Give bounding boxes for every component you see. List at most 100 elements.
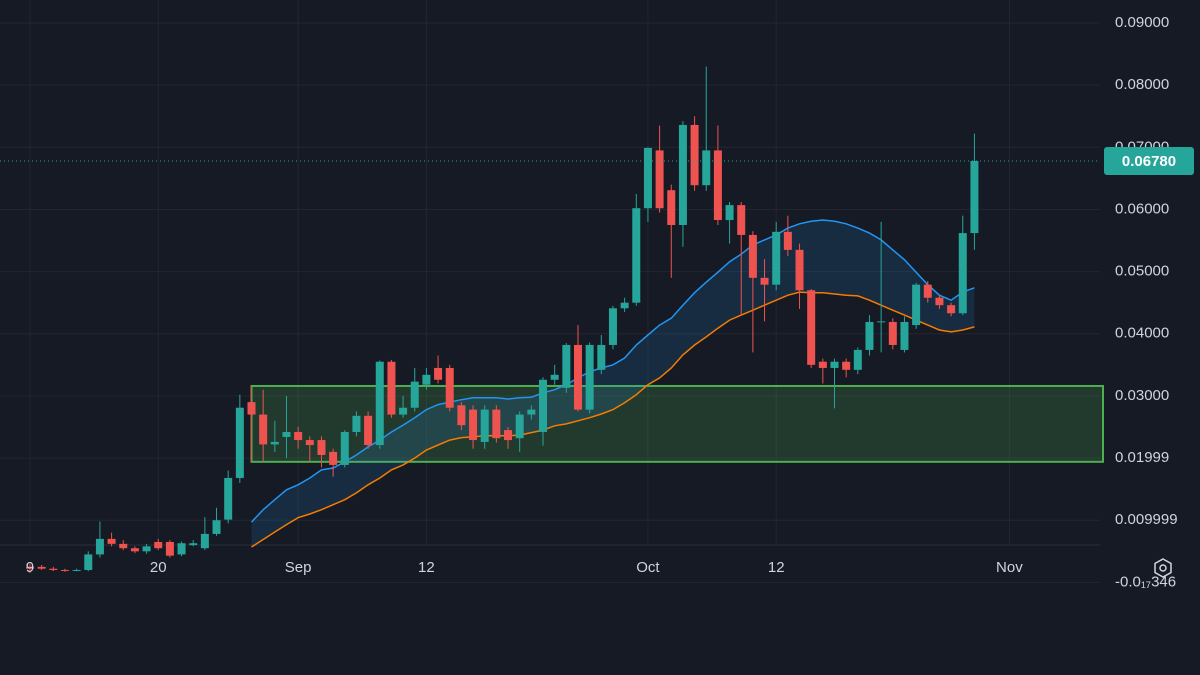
candle-body xyxy=(259,414,268,445)
candle-body xyxy=(585,344,594,410)
candle-body xyxy=(200,533,209,549)
candle-body xyxy=(725,205,734,221)
candle-body xyxy=(550,374,559,380)
y-tick-label: 0.06000 xyxy=(1115,200,1169,217)
candle-body xyxy=(165,541,174,556)
candle-body xyxy=(107,538,116,544)
ma-band xyxy=(251,220,975,547)
candle-body xyxy=(888,321,897,345)
candle-body xyxy=(270,441,279,445)
candle-body xyxy=(818,361,827,368)
candle-body xyxy=(247,402,256,415)
candle-body xyxy=(912,284,921,326)
candle-body xyxy=(713,150,722,221)
y-tick-label: 0.08000 xyxy=(1115,76,1169,93)
settings-icon[interactable] xyxy=(1154,558,1172,578)
candle-body xyxy=(515,414,524,439)
candle-body xyxy=(154,541,163,549)
y-tick-label: -0.0₁₇346 xyxy=(1115,573,1176,590)
candle-body xyxy=(457,405,466,426)
candle-body xyxy=(760,277,769,285)
x-tick-label: 12 xyxy=(768,559,785,576)
candle-body xyxy=(573,344,582,410)
candle-body xyxy=(282,431,291,437)
candle-body xyxy=(504,430,513,441)
candle-body xyxy=(923,284,932,298)
x-tick-label: 20 xyxy=(150,559,167,576)
candle-body xyxy=(25,566,34,569)
candle-body xyxy=(900,321,909,350)
candle-body xyxy=(410,381,419,408)
candle-body xyxy=(364,415,373,446)
candle-body xyxy=(970,160,979,234)
grid xyxy=(0,0,1100,583)
candle-body xyxy=(445,367,454,408)
candle-body xyxy=(142,546,151,552)
candle-body xyxy=(95,538,104,555)
candle-body xyxy=(212,520,221,534)
candle-body xyxy=(305,440,314,446)
candle-body xyxy=(130,548,139,552)
candle-body xyxy=(620,302,629,309)
candle-body xyxy=(783,231,792,250)
candle-body xyxy=(189,543,198,546)
candle-body xyxy=(655,150,664,209)
candle-body xyxy=(527,409,536,415)
x-tick-label: Nov xyxy=(996,559,1023,576)
candle-body xyxy=(830,361,839,368)
candle-body xyxy=(469,409,478,441)
candle-body xyxy=(72,569,81,571)
candle-body xyxy=(772,231,781,285)
candle-body xyxy=(877,321,886,323)
candle-body xyxy=(49,568,58,570)
candle-body xyxy=(597,344,606,370)
candle-body xyxy=(119,543,128,549)
candle-body xyxy=(562,344,571,388)
candle-body xyxy=(702,150,711,186)
last-price-box xyxy=(1104,146,1194,175)
candle-body xyxy=(865,321,874,350)
x-tick-label: Oct xyxy=(636,559,660,576)
candle-body xyxy=(842,361,851,370)
y-tick-label: 0.04000 xyxy=(1115,325,1169,342)
candle-body xyxy=(853,349,862,370)
candle-body xyxy=(84,554,93,570)
candle-body xyxy=(399,407,408,415)
candle-body xyxy=(795,249,804,291)
candle-body xyxy=(807,290,816,365)
candle-body xyxy=(690,124,699,186)
x-tick-label: 9 xyxy=(26,559,34,576)
candle-body xyxy=(317,440,326,455)
candle-body xyxy=(667,190,676,225)
ma-layer xyxy=(250,219,975,548)
candle-body xyxy=(608,308,617,345)
y-tick-label: 0.05000 xyxy=(1115,263,1169,280)
candle-body xyxy=(37,566,46,569)
y-tick-label: 0.01999 xyxy=(1115,449,1169,466)
y-tick-label: 0.09000 xyxy=(1115,14,1169,31)
candle-body xyxy=(434,367,443,380)
candle-body xyxy=(947,305,956,314)
axes: 0.090000.080000.070000.060000.050000.040… xyxy=(0,14,1194,590)
candle-body xyxy=(422,374,431,385)
candle-body xyxy=(643,147,652,209)
candle-body xyxy=(748,234,757,278)
candle-body xyxy=(352,415,361,432)
candle-body xyxy=(632,208,641,303)
y-tick-label: 0.03000 xyxy=(1115,387,1169,404)
candle-body xyxy=(340,431,349,465)
candles xyxy=(25,66,979,574)
candle-body xyxy=(375,361,384,446)
candle-body xyxy=(678,124,687,225)
candle-body xyxy=(492,409,501,439)
y-tick-label: 0.009999 xyxy=(1115,511,1178,528)
candle-body xyxy=(480,409,489,442)
moving-average xyxy=(251,291,975,548)
candle-body xyxy=(387,361,396,415)
candle-body xyxy=(329,451,338,465)
candle-body xyxy=(539,379,548,432)
candle-body xyxy=(235,407,244,478)
candle-body xyxy=(224,477,233,520)
